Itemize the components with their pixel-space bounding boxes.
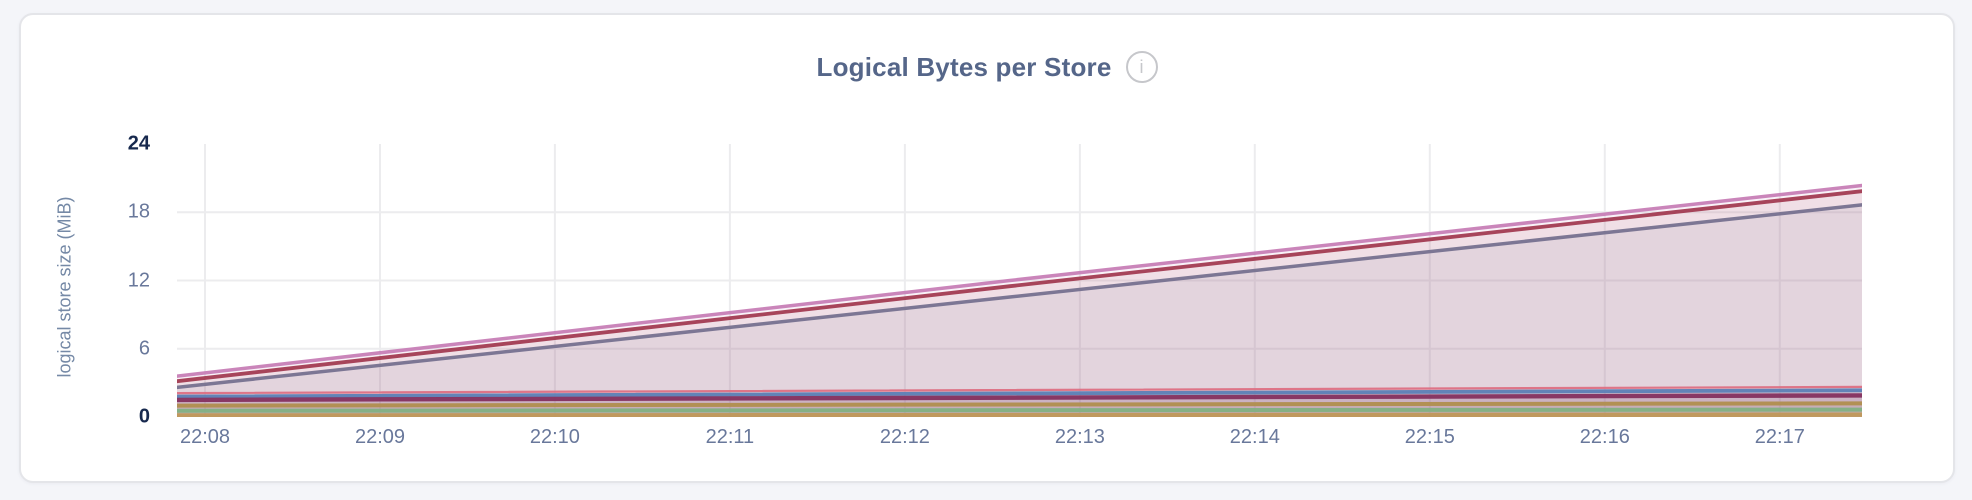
x-axis-ticks: 22:08 22:09 22:10 22:11 22:12 22:13 22:14 22:15… [177,426,1862,452]
series-line-store-crimson [177,189,1862,384]
series-area-store-crimson [177,191,1862,417]
series-line-store-salmon [177,385,1862,395]
x-tick-2212: 22:12 [879,426,930,448]
x-tick-2215: 22:15 [1404,426,1455,448]
series-line-store-ochre [177,412,1862,417]
y-tick-0: 0 [138,405,150,428]
y-tick-12: 12 [127,269,150,291]
y-tick-24: 24 [127,132,150,155]
chart-title: Logical Bytes per Store [816,51,1112,82]
x-tick-2216: 22:16 [1579,426,1630,448]
x-tick-2210: 22:10 [529,426,580,448]
x-tick-2213: 22:13 [1054,426,1105,448]
info-icon[interactable]: i [1125,51,1158,83]
y-tick-6: 6 [138,337,150,360]
x-tick-2217: 22:17 [1754,426,1805,448]
series-area-store-slate [177,204,1862,417]
series-line-store-green [177,407,1862,413]
series-area-store-orchid [177,185,1862,417]
chart-header: Logical Bytes per Store i [21,51,1953,83]
x-tick-2214: 22:14 [1229,426,1280,448]
series-line-store-magenta [177,393,1862,403]
x-tick-2209: 22:09 [354,426,406,448]
plot-area[interactable] [177,144,1862,417]
series-line-store-blue [177,388,1862,399]
line-area-chart[interactable] [177,144,1862,417]
y-axis-ticks: 24 18 12 6 0 [21,133,150,428]
chart-card: Logical Bytes per Store i logical store … [19,13,1955,483]
series-line-store-orchid [177,183,1862,378]
x-tick-2208: 22:08 [179,426,231,448]
series-line-store-gold [177,401,1862,408]
series-line-store-slate [177,203,1862,390]
x-tick-2211: 22:11 [705,426,755,448]
y-tick-18: 18 [127,200,150,223]
